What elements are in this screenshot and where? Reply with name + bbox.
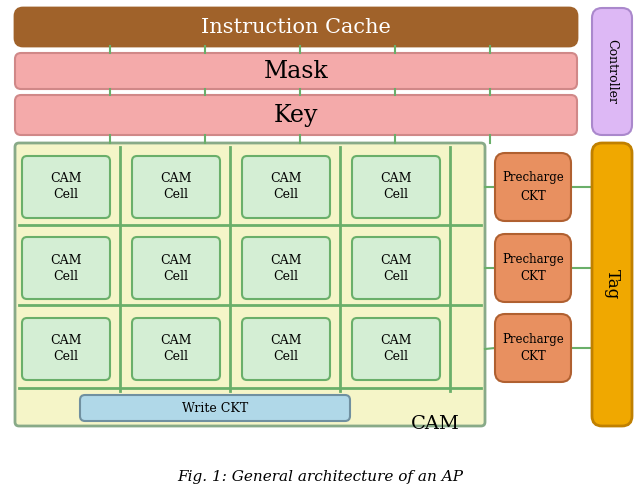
- Text: CAM: CAM: [380, 334, 412, 348]
- Text: CAM: CAM: [380, 253, 412, 267]
- Text: Cell: Cell: [383, 351, 408, 363]
- Text: Tag: Tag: [604, 270, 621, 300]
- FancyBboxPatch shape: [242, 156, 330, 218]
- Text: CAM: CAM: [160, 253, 192, 267]
- FancyBboxPatch shape: [15, 95, 577, 135]
- Text: Cell: Cell: [163, 189, 189, 201]
- FancyBboxPatch shape: [80, 395, 350, 421]
- FancyBboxPatch shape: [22, 237, 110, 299]
- Text: Controller: Controller: [605, 39, 618, 104]
- Text: CAM: CAM: [411, 415, 460, 433]
- Text: CAM: CAM: [160, 334, 192, 348]
- FancyBboxPatch shape: [242, 318, 330, 380]
- Text: Precharge: Precharge: [502, 252, 564, 266]
- FancyBboxPatch shape: [15, 143, 485, 426]
- FancyBboxPatch shape: [132, 318, 220, 380]
- Text: Cell: Cell: [273, 351, 298, 363]
- FancyBboxPatch shape: [592, 143, 632, 426]
- FancyBboxPatch shape: [132, 156, 220, 218]
- Text: Precharge: Precharge: [502, 332, 564, 346]
- Text: CKT: CKT: [520, 351, 546, 363]
- Text: CAM: CAM: [270, 253, 301, 267]
- Text: Write CKT: Write CKT: [182, 402, 248, 414]
- Text: CKT: CKT: [520, 271, 546, 283]
- FancyBboxPatch shape: [592, 8, 632, 135]
- Text: CAM: CAM: [380, 172, 412, 186]
- FancyBboxPatch shape: [352, 318, 440, 380]
- FancyBboxPatch shape: [352, 156, 440, 218]
- Text: Cell: Cell: [273, 270, 298, 282]
- FancyBboxPatch shape: [242, 237, 330, 299]
- Text: Cell: Cell: [54, 270, 79, 282]
- FancyBboxPatch shape: [22, 156, 110, 218]
- FancyBboxPatch shape: [15, 53, 577, 89]
- Text: Fig. 1: General architecture of an AP: Fig. 1: General architecture of an AP: [177, 470, 463, 484]
- Text: CKT: CKT: [520, 190, 546, 202]
- Text: CAM: CAM: [270, 172, 301, 186]
- FancyBboxPatch shape: [495, 314, 571, 382]
- Text: Key: Key: [274, 104, 318, 127]
- Text: Precharge: Precharge: [502, 171, 564, 185]
- FancyBboxPatch shape: [22, 318, 110, 380]
- Text: Cell: Cell: [383, 270, 408, 282]
- Text: Cell: Cell: [383, 189, 408, 201]
- Text: Cell: Cell: [163, 351, 189, 363]
- FancyBboxPatch shape: [495, 234, 571, 302]
- Text: CAM: CAM: [51, 253, 82, 267]
- Text: CAM: CAM: [160, 172, 192, 186]
- Text: Cell: Cell: [54, 351, 79, 363]
- FancyBboxPatch shape: [15, 8, 577, 46]
- Text: Instruction Cache: Instruction Cache: [201, 18, 391, 36]
- FancyBboxPatch shape: [352, 237, 440, 299]
- FancyBboxPatch shape: [132, 237, 220, 299]
- Text: Cell: Cell: [54, 189, 79, 201]
- Text: CAM: CAM: [270, 334, 301, 348]
- Text: CAM: CAM: [51, 334, 82, 348]
- Text: Cell: Cell: [163, 270, 189, 282]
- Text: Cell: Cell: [273, 189, 298, 201]
- Text: CAM: CAM: [51, 172, 82, 186]
- Text: Mask: Mask: [264, 59, 328, 82]
- FancyBboxPatch shape: [495, 153, 571, 221]
